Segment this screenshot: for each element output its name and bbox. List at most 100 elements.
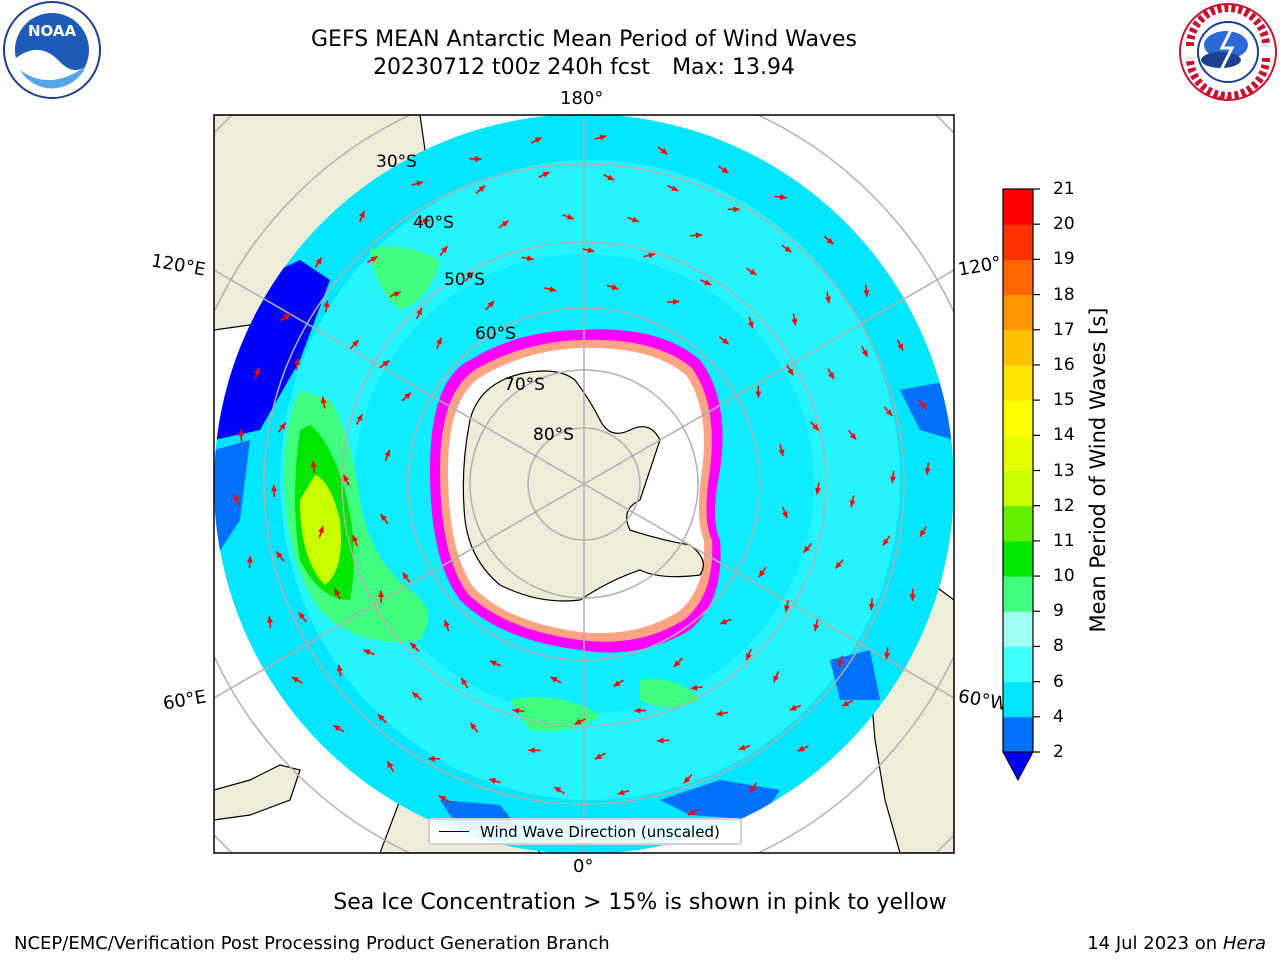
wind-wave-arrow-head — [323, 300, 330, 308]
wind-wave-arrow-head — [687, 809, 695, 816]
wind-wave-arrow-head — [466, 272, 474, 280]
sea-ice-note: Sea Ice Concentration > 15% is shown in … — [333, 890, 947, 915]
wind-wave-arrow-head — [773, 675, 780, 683]
wind-wave-arrow-head — [631, 216, 639, 223]
wind-wave-arrow-head — [270, 484, 278, 492]
wind-wave-arrow-head — [478, 185, 486, 193]
lon-label-180: 180° — [560, 88, 604, 109]
wind-wave-arrow-head — [784, 605, 790, 612]
wind-wave-arrow-head — [423, 218, 430, 225]
wind-wave-arrow-head — [812, 423, 819, 431]
wind-wave-arrow-head — [574, 718, 582, 725]
map-frame — [213, 114, 955, 854]
svg-text:NOAA: NOAA — [28, 22, 77, 40]
wind-wave-arrow-head — [919, 529, 926, 537]
wind-wave-arrow-head — [404, 392, 411, 400]
wind-wave-arrow-head — [382, 360, 390, 367]
wind-wave-arrow-head — [384, 449, 391, 457]
wind-wave-arrow-head — [889, 476, 896, 483]
colorbar-tick-label: 21 — [1053, 179, 1075, 199]
noaa-logo: NOAA — [3, 1, 101, 99]
wind-wave-arrow-head — [534, 137, 542, 143]
lat-label-50s: 50°S — [444, 270, 485, 290]
wind-wave-arrow-head — [549, 286, 557, 293]
wind-wave-arrow-head — [861, 349, 868, 357]
colorbar-tick-label: 10 — [1053, 566, 1075, 587]
wind-wave-arrow-head — [885, 409, 893, 416]
wind-wave-arrow-head — [310, 460, 317, 468]
colorbar-tick-label: 15 — [1053, 390, 1075, 411]
wind-wave-arrow-head — [554, 787, 562, 793]
wind-wave-arrow-head — [920, 402, 927, 409]
wind-wave-arrow-head — [660, 148, 668, 155]
wind-wave-arrow-head — [634, 707, 641, 714]
wind-wave-arrow-head — [356, 414, 363, 422]
wind-wave-arrow-head — [380, 514, 387, 521]
wind-wave-arrow-head — [695, 232, 703, 239]
wind-wave-arrow-head — [487, 300, 494, 308]
wind-wave-arrow-head — [780, 194, 787, 201]
wind-wave-arrow-head — [428, 755, 435, 762]
land-africa — [214, 764, 301, 821]
lat-label-80s: 80°S — [533, 425, 574, 445]
colorbar-tick-label: 12 — [1053, 495, 1075, 516]
wind-wave-arrow-head — [436, 337, 442, 345]
colorbar-tick-label: 6 — [1053, 671, 1064, 692]
wind-wave-arrow-head — [671, 185, 679, 191]
wind-wave-arrow-head — [412, 692, 419, 699]
wind-wave-arrow-head — [377, 714, 385, 721]
wind-wave-arrow-head — [363, 649, 371, 656]
run-info: 20230712 t00z 240h fcst — [373, 55, 651, 80]
wind-wave-arrow-head — [489, 660, 497, 667]
wind-wave-arrow-head — [791, 318, 798, 326]
wind-wave-arrow-head — [813, 624, 820, 632]
wind-wave-arrow-head — [657, 737, 664, 744]
wind-wave-arrow-head — [826, 237, 834, 245]
wind-wave-arrow-head — [416, 307, 422, 315]
wind-wave-arrow-head — [882, 538, 889, 546]
wind-wave-arrow-head — [784, 246, 792, 253]
wind-wave-arrow-head — [797, 745, 805, 752]
wind-wave-arrow-head — [512, 707, 520, 714]
wind-wave-arrow-head — [835, 561, 842, 569]
chart-subtitle: 20230712 t00z 240h fcst Max: 13.94 — [0, 54, 1168, 81]
wind-wave-arrow-head — [279, 422, 286, 430]
colorbar-tick-label: 8 — [1053, 636, 1064, 657]
colorbar-tick-label: 4 — [1053, 706, 1064, 727]
wind-wave-arrow-head — [617, 789, 625, 796]
lat-label-40s: 40°S — [413, 213, 454, 233]
wind-wave-arrow-head — [336, 664, 343, 672]
wind-wave-arrow-head — [599, 134, 607, 141]
graticule — [214, 115, 954, 853]
wind-wave-arrow-head — [441, 246, 448, 253]
wind-wave-arrow-head — [778, 449, 785, 457]
wind-wave-arrow-head — [828, 372, 834, 380]
wind-wave-arrow-head — [595, 753, 602, 760]
wind-wave-arrow-head — [318, 526, 324, 534]
svg-text:★ ★ ★: ★ ★ ★ — [1216, 94, 1239, 102]
footer-machine: Hera — [1222, 933, 1266, 954]
colorbar-tick-label: 17 — [1053, 319, 1075, 340]
wind-wave-arrow-head — [352, 535, 359, 543]
wind-wave-arrow-head — [837, 660, 844, 668]
wind-wave-arrow-head — [320, 396, 327, 404]
wind-wave-arrow-head — [607, 174, 615, 181]
footer-branch: NCEP/EMC/Verification Post Processing Pr… — [14, 933, 610, 954]
colorbar-tick-label: 16 — [1053, 354, 1075, 375]
wind-wave-arrow-head — [781, 511, 788, 519]
colorbar-tick-label: 9 — [1053, 601, 1064, 622]
wind-wave-arrow-head — [246, 556, 253, 563]
wind-wave-arrow-head — [283, 314, 291, 321]
wind-wave-arrow-head — [749, 785, 756, 793]
wind-wave-arrow-head — [410, 642, 417, 650]
map-legend: Wind Wave Direction (unscaled) — [428, 818, 742, 845]
wind-wave-arrow-head — [443, 619, 450, 627]
wind-wave-arrow-head — [416, 180, 424, 187]
colorbar-tick-label: 14 — [1053, 425, 1075, 446]
wind-wave-arrow-head — [474, 155, 482, 162]
colorbar-tick-label: 11 — [1053, 530, 1075, 551]
colorbar-label: Mean Period of Wind Waves [s] — [1086, 307, 1110, 633]
wind-wave-arrow-head — [402, 572, 409, 580]
wind-wave-arrow-head — [238, 429, 245, 437]
wind-wave-arrow-head — [803, 545, 811, 553]
